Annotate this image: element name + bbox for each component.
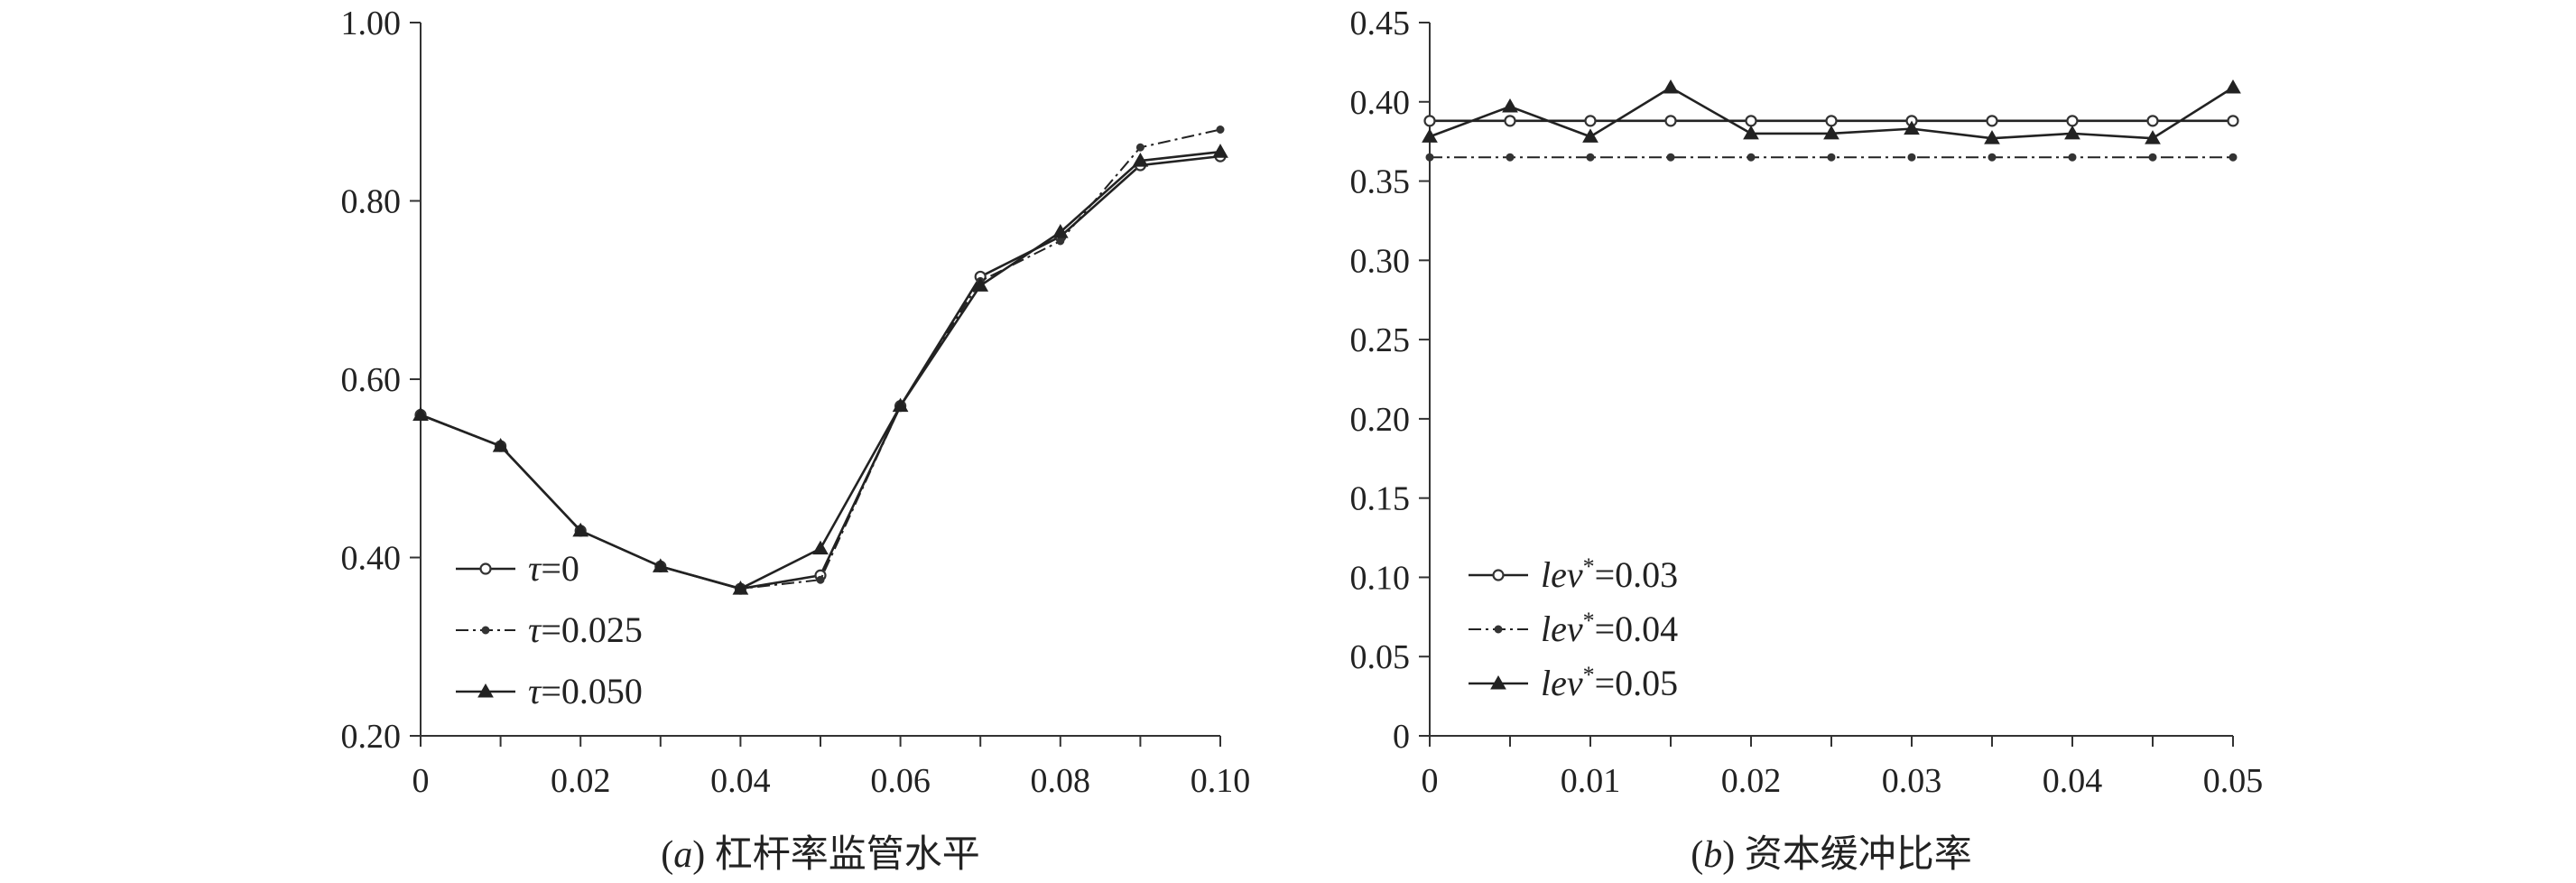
x-tick-label: 0.03 — [1882, 762, 1942, 800]
panel-caption: (a) 杠杆率监管水平 — [661, 833, 980, 876]
x-tick-label: 0.01 — [1561, 762, 1621, 800]
x-tick-label: 0 — [412, 762, 430, 800]
data-point — [1584, 115, 1597, 127]
data-point — [1904, 120, 1920, 135]
x-tick-label: 0.10 — [1191, 762, 1251, 800]
data-point — [2066, 115, 2079, 127]
x-tick-label: 0.08 — [1031, 762, 1091, 800]
data-point — [2146, 115, 2159, 127]
data-point — [2227, 115, 2239, 127]
data-point — [1823, 125, 1839, 140]
y-tick-label: 0 — [1393, 718, 1410, 756]
data-point — [2064, 125, 2080, 140]
data-point — [1423, 115, 1436, 127]
legend-marker — [1492, 569, 1505, 581]
x-tick-label: 0.02 — [551, 762, 611, 800]
legend-label: lev*=0.03 — [1541, 553, 1678, 595]
data-point — [1502, 98, 1518, 113]
data-point — [2229, 153, 2238, 162]
data-point — [2068, 153, 2077, 162]
data-point — [1984, 130, 2000, 144]
panel-a: 0.20 0.40 0.60 0.80 1.00 0 0.02 0.04 0.06 0.08 0.1… — [341, 5, 1251, 876]
data-point — [892, 397, 909, 413]
y-tick-label: 0.40 — [1350, 84, 1411, 122]
data-point — [1666, 153, 1675, 162]
x-tick-label: 0.04 — [710, 762, 771, 800]
data-point — [2225, 79, 2241, 94]
y-tick-label: 0.80 — [341, 183, 402, 221]
data-point — [1664, 115, 1677, 127]
legend-label: τ=0.025 — [528, 609, 643, 650]
data-point — [1907, 153, 1916, 162]
data-point — [1056, 237, 1065, 246]
data-point — [652, 558, 669, 572]
data-point — [492, 438, 509, 452]
data-point — [732, 581, 749, 595]
x-tick-label: 0.05 — [2203, 762, 2264, 800]
data-point — [816, 575, 825, 584]
data-point — [812, 540, 829, 555]
data-point — [412, 406, 429, 421]
data-point — [1745, 115, 1757, 127]
y-tick-label: 0.20 — [1350, 401, 1411, 439]
panel-caption: (b) 资本缓冲比率 — [1691, 833, 1972, 876]
y-tick-label: 0.40 — [341, 540, 402, 578]
data-point — [1422, 128, 1438, 143]
y-tick-label: 1.00 — [341, 5, 402, 42]
data-point — [1827, 153, 1836, 162]
data-point — [1986, 115, 1998, 127]
data-point — [2145, 130, 2161, 144]
data-point — [1582, 128, 1598, 143]
data-point — [1825, 115, 1838, 127]
legend-label: lev*=0.04 — [1541, 608, 1678, 649]
data-point — [1212, 144, 1228, 158]
data-point — [1747, 153, 1756, 162]
y-tick-label: 0.60 — [341, 361, 402, 399]
data-point — [572, 522, 589, 537]
data-point — [1052, 224, 1069, 238]
legend-label: lev*=0.05 — [1541, 662, 1678, 703]
y-tick-label: 0.05 — [1350, 638, 1411, 676]
data-point — [1506, 153, 1515, 162]
legend-marker — [1490, 674, 1506, 690]
legend-label: τ=0 — [528, 548, 579, 589]
y-tick-label: 0.30 — [1350, 242, 1411, 280]
data-point — [1135, 143, 1144, 152]
panel-b: 0 0.05 0.10 0.15 0.20 0.25 0.30 0.35 0.40 0.45 0 0.… — [1350, 5, 2264, 876]
data-point — [2148, 153, 2157, 162]
data-point — [1743, 125, 1759, 140]
data-point — [1216, 125, 1225, 134]
series-line — [420, 150, 1221, 590]
data-point — [1586, 153, 1595, 162]
legend-marker — [477, 683, 494, 698]
series-line — [420, 128, 1221, 590]
legend-marker — [1494, 625, 1503, 634]
data-point — [1425, 153, 1434, 162]
data-point — [972, 277, 989, 292]
legend-marker — [479, 562, 492, 575]
data-point — [1988, 153, 1997, 162]
x-tick-label: 0 — [1422, 762, 1439, 800]
y-tick-label: 0.35 — [1350, 163, 1411, 201]
x-tick-label: 0.06 — [870, 762, 931, 800]
legend-label: τ=0.050 — [528, 671, 643, 711]
x-tick-label: 0.04 — [2043, 762, 2103, 800]
y-tick-label: 0.45 — [1350, 5, 1411, 42]
data-point — [1132, 153, 1149, 167]
series-line — [420, 154, 1221, 590]
x-tick-label: 0.02 — [1721, 762, 1782, 800]
y-tick-label: 0.10 — [1350, 559, 1411, 597]
data-point — [1504, 115, 1516, 127]
data-point — [1663, 79, 1679, 94]
y-tick-label: 0.20 — [341, 718, 402, 756]
y-tick-label: 0.25 — [1350, 321, 1411, 359]
y-tick-label: 0.15 — [1350, 480, 1411, 518]
legend-marker — [481, 626, 490, 635]
